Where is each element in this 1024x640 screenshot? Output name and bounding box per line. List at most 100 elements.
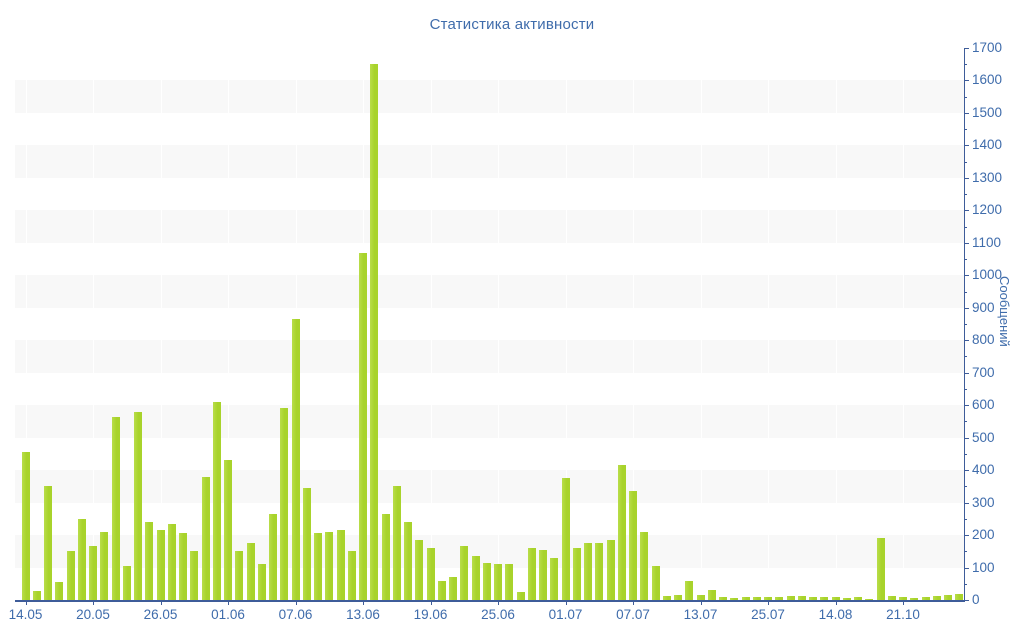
bar	[122, 565, 131, 600]
y-tick-minor	[964, 129, 967, 131]
bar	[235, 551, 244, 600]
y-tick-major	[964, 210, 969, 212]
grid-band	[15, 80, 964, 113]
bar	[32, 590, 41, 600]
bar	[629, 491, 637, 600]
y-tick-minor	[964, 551, 967, 553]
bar	[775, 596, 784, 600]
bar	[584, 543, 592, 600]
bar	[730, 598, 739, 600]
x-tick-label: 25.06	[481, 607, 515, 622]
plot-area: 14.05 20.05 26.05 01.06 07.06 13.06 19.06 25.06…	[9, 48, 969, 622]
bar	[336, 530, 345, 600]
x-tick	[93, 600, 94, 605]
bar	[674, 594, 682, 600]
bar	[471, 556, 480, 600]
y-tick-label: 800	[972, 332, 995, 348]
y-tick-major	[964, 600, 969, 601]
x-tick	[295, 600, 297, 605]
bar	[786, 596, 795, 600]
x-tick-label: 14.05	[8, 607, 43, 622]
bar	[145, 522, 154, 600]
x-tick	[700, 600, 702, 605]
bar	[134, 411, 142, 600]
y-tick-minor	[964, 486, 967, 488]
bar	[370, 64, 379, 600]
bar	[887, 595, 896, 600]
grid-vline	[25, 48, 27, 600]
bar	[482, 562, 491, 600]
y-tick-major	[964, 145, 969, 147]
grid-band	[15, 210, 964, 243]
bar	[707, 590, 716, 600]
y-tick-major	[964, 275, 969, 277]
y-tick-minor	[964, 324, 967, 325]
bar	[820, 597, 829, 600]
y-tick-major	[964, 372, 969, 374]
bar	[842, 597, 851, 600]
y-tick-minor	[964, 421, 967, 423]
y-tick-major	[964, 48, 969, 49]
y-tick-label: 1500	[972, 104, 1003, 120]
bar	[89, 546, 97, 600]
x-tick	[633, 600, 634, 605]
bar	[764, 597, 772, 600]
x-tick-label: 01.06	[211, 607, 245, 622]
grid-vline	[430, 48, 432, 600]
y-tick-minor	[964, 291, 967, 293]
y-tick-label: 200	[972, 527, 995, 543]
grid-vline	[160, 48, 162, 600]
y-tick-major	[964, 405, 969, 407]
y-tick-major	[964, 242, 969, 244]
bar	[617, 465, 626, 600]
y-tick-major	[964, 80, 969, 82]
bar	[809, 596, 817, 600]
bar	[224, 460, 232, 600]
grid-vline	[498, 48, 499, 600]
bar	[640, 531, 649, 600]
bar	[212, 401, 221, 600]
bar	[77, 518, 86, 600]
bar	[190, 551, 199, 600]
y-tick-label: 500	[972, 429, 995, 445]
x-tick	[565, 600, 567, 605]
grid-band	[15, 340, 964, 373]
y-tick-minor	[964, 583, 967, 585]
y-tick-minor	[964, 161, 967, 163]
bar	[550, 557, 559, 600]
bar	[696, 594, 705, 600]
bar	[381, 513, 390, 600]
bar	[404, 522, 412, 600]
x-tick-label: 19.06	[413, 607, 448, 622]
bar	[246, 543, 255, 600]
y-tick-label: 1300	[972, 169, 1003, 185]
bar	[55, 582, 64, 600]
y-tick-minor	[964, 356, 967, 358]
bar	[269, 513, 277, 600]
bar	[21, 452, 30, 600]
grid-vline	[835, 48, 837, 600]
grid-vline	[903, 48, 904, 600]
y-tick-label: 1100	[972, 234, 1002, 250]
y-tick-major	[964, 470, 969, 472]
bar	[921, 596, 930, 600]
bar	[516, 591, 525, 600]
grid-vline	[565, 48, 567, 600]
bar	[932, 596, 941, 600]
bar	[865, 599, 874, 600]
bar	[437, 580, 446, 600]
bar	[156, 530, 165, 600]
y-tick-major	[964, 567, 969, 569]
y-tick-label: 700	[972, 364, 995, 380]
x-tick	[25, 600, 27, 605]
y-tick-label: 900	[972, 299, 995, 315]
bar	[167, 523, 176, 600]
y-tick-major	[964, 535, 969, 537]
bar	[899, 596, 907, 600]
bar	[347, 551, 356, 600]
grid-band	[15, 145, 964, 178]
bar	[910, 598, 919, 600]
bar	[561, 478, 570, 600]
x-tick-label: 07.07	[616, 607, 650, 622]
